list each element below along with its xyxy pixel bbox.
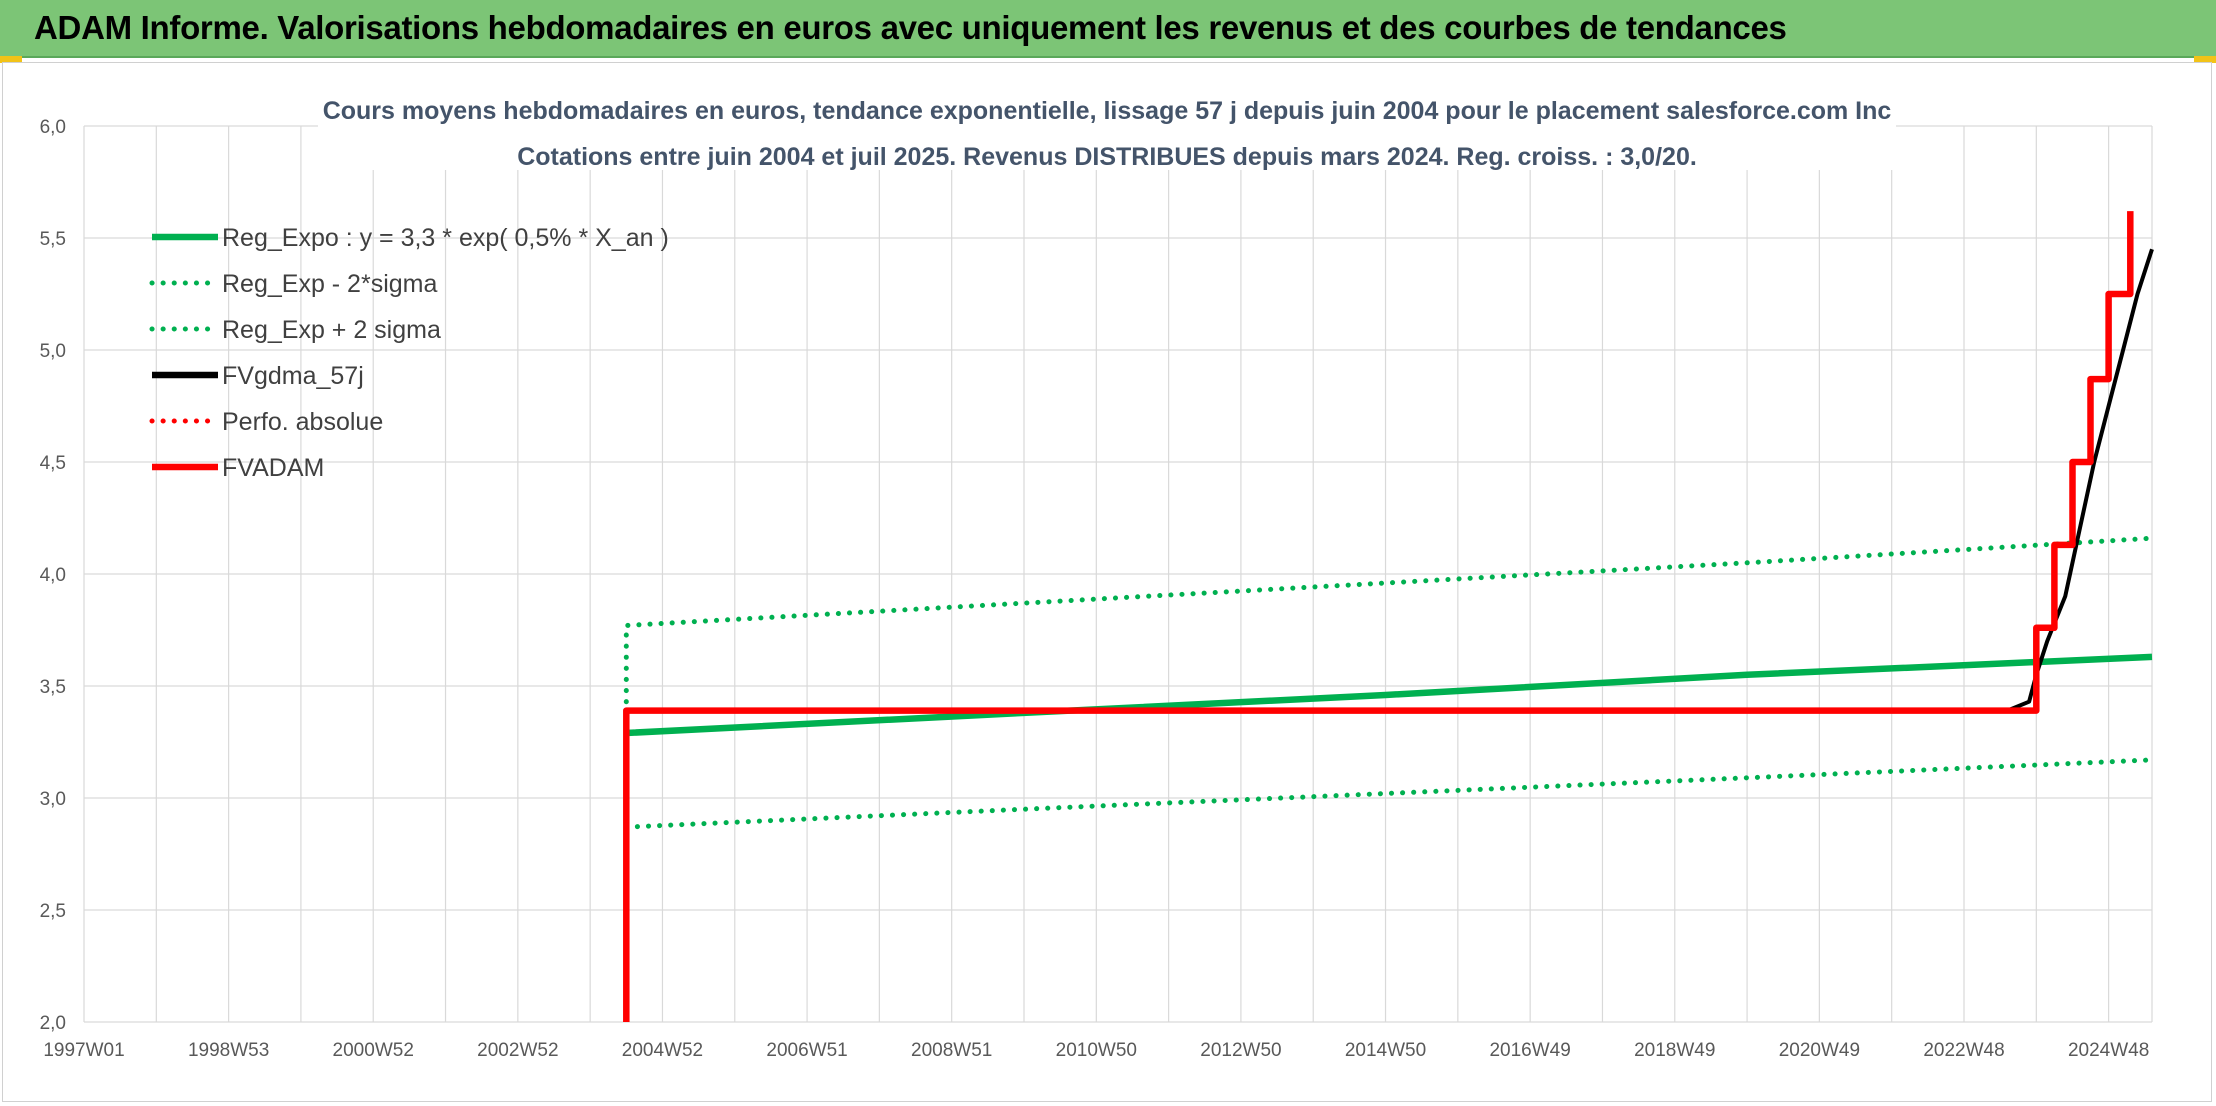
y-tick-label: 5,0 — [40, 341, 66, 362]
y-tick-label: 2,0 — [40, 1013, 66, 1034]
corner-accent-right — [2194, 56, 2216, 63]
x-tick-label: 1997W01 — [43, 1040, 124, 1061]
x-tick-label: 2002W52 — [477, 1040, 558, 1061]
legend-label: FVgdma_57j — [222, 362, 364, 390]
chart-subtitle: Cotations entre juin 2004 et juil 2025. … — [517, 143, 1697, 171]
legend-label: Reg_Expo : y = 3,3 * exp( 0,5% * X_an ) — [222, 224, 669, 252]
y-tick-label: 3,0 — [40, 789, 66, 810]
x-tick-label: 2008W51 — [911, 1040, 992, 1061]
x-tick-label: 2006W51 — [766, 1040, 847, 1061]
x-tick-label: 2000W52 — [333, 1040, 414, 1061]
tick-layer: 2,0 2,5 3,0 3,5 4,0 4,5 5,0 5,5 6,0 1997W01 1998W5… — [40, 117, 2150, 1061]
legend: Reg_Expo : y = 3,3 * exp( 0,5% * X_an ) R… — [149, 224, 669, 482]
y-tick-label: 3,5 — [40, 677, 66, 698]
y-tick-label: 6,0 — [40, 117, 66, 138]
legend-label: Reg_Exp - 2*sigma — [222, 270, 437, 298]
series-layer — [623, 211, 2155, 1022]
chart-title: Cours moyens hebdomadaires en euros, ten… — [323, 97, 1892, 125]
series-line-1 — [623, 757, 2155, 830]
corner-accent-left — [0, 56, 22, 63]
x-tick-label: 2022W48 — [1923, 1040, 2004, 1061]
header-banner: ADAM Informe. Valorisations hebdomadaire… — [0, 0, 2216, 58]
x-tick-label: 2018W49 — [1634, 1040, 1715, 1061]
legend-label: Perfo. absolue — [222, 408, 383, 436]
x-tick-label: 2024W48 — [2068, 1040, 2149, 1061]
y-tick-label: 5,5 — [40, 229, 66, 250]
grid-layer — [83, 125, 2153, 1023]
x-tick-label: 2016W49 — [1489, 1040, 1570, 1061]
x-tick-label: 2020W49 — [1779, 1040, 1860, 1061]
series-line-0 — [626, 653, 2153, 737]
y-tick-label: 4,5 — [40, 453, 66, 474]
y-tick-label: 2,5 — [40, 901, 66, 922]
page-title: ADAM Informe. Valorisations hebdomadaire… — [34, 9, 1787, 46]
series-line-5 — [623, 211, 2134, 1022]
series-line-3 — [626, 248, 2154, 713]
series-line-2 — [623, 535, 2155, 705]
x-tick-label: 1998W53 — [188, 1040, 269, 1061]
x-tick-label: 2012W50 — [1200, 1040, 1281, 1061]
x-tick-label: 2014W50 — [1345, 1040, 1426, 1061]
title-background — [318, 90, 1896, 170]
y-tick-label: 4,0 — [40, 565, 66, 586]
legend-label: FVADAM — [222, 454, 324, 482]
legend-label: Reg_Exp + 2 sigma — [222, 316, 441, 344]
x-tick-label: 2010W50 — [1056, 1040, 1137, 1061]
chart-frame — [2, 62, 2212, 1102]
x-tick-label: 2004W52 — [622, 1040, 703, 1061]
